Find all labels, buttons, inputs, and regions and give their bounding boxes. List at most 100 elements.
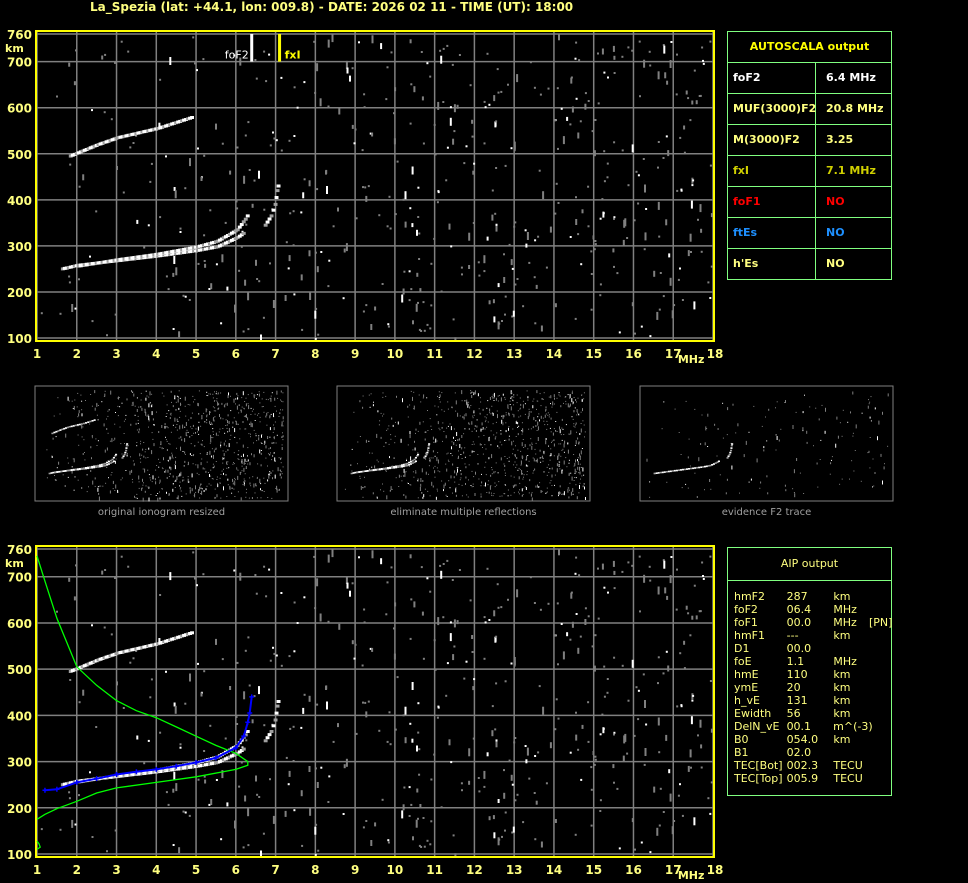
noise-dot (497, 283, 500, 288)
noise-dot (182, 810, 185, 813)
noise-dot (613, 216, 616, 219)
noise-dot (448, 223, 451, 230)
noise-dot (276, 485, 278, 490)
noise-dot (282, 439, 284, 441)
noise-dot (147, 739, 150, 742)
trace-o_upper (182, 247, 186, 251)
thumb-trace-o_lower (671, 470, 674, 472)
noise-dot (627, 699, 630, 702)
noise-dot (579, 482, 581, 484)
noise-dot (581, 724, 584, 729)
noise-dot (603, 150, 606, 153)
noise-dot (228, 428, 230, 432)
noise-dot (577, 461, 579, 465)
noise-dot (657, 201, 660, 210)
noise-dot (487, 421, 489, 423)
trace-o_upper (176, 249, 181, 252)
trace-o_upper (84, 263, 89, 267)
noise-dot (263, 724, 266, 727)
thumb-trace-o_lower (698, 466, 701, 469)
thumb-trace-o_upper (358, 471, 361, 473)
noise-dot (363, 106, 366, 109)
noise-dot (869, 467, 871, 469)
thumb-trace-o_lower (104, 464, 107, 467)
noise-dot (486, 426, 488, 428)
noise-dot (446, 146, 449, 149)
noise-dot (819, 459, 821, 460)
x-tick-label: 3 (112, 863, 120, 877)
noise-dot (365, 304, 368, 307)
noise-dot (409, 722, 412, 725)
noise-dot (512, 485, 514, 487)
noise-dot (249, 477, 251, 479)
noise-dot (449, 487, 451, 489)
trace-multiple (82, 664, 87, 668)
noise-dot (228, 392, 229, 396)
noise-dot (567, 394, 569, 396)
noise-dot (669, 793, 672, 802)
noise-dot (542, 417, 544, 419)
trace-o_lower (221, 242, 226, 246)
noise-dot (445, 494, 447, 496)
noise-dot (657, 656, 660, 659)
trace-o_lower (70, 780, 75, 784)
noise-dot (314, 91, 317, 94)
thumb-trace-o_upper (58, 471, 61, 473)
noise-dot (76, 406, 78, 408)
noise-dot (204, 779, 207, 784)
noise-dot (480, 495, 482, 498)
noise-dot (365, 195, 368, 202)
noise-dot (518, 476, 520, 480)
noise-dot (516, 402, 518, 404)
noise-dot (506, 458, 508, 459)
noise-dot (578, 59, 581, 62)
noise-dot (520, 415, 522, 417)
x-tick-label: 12 (466, 347, 483, 361)
noise-dot (203, 412, 205, 414)
noise-dot (159, 461, 161, 463)
noise-dot (868, 403, 870, 405)
noise-dot (239, 572, 242, 581)
noise-dot (250, 407, 252, 409)
noise-dot (56, 95, 58, 98)
noise-dot (569, 236, 572, 238)
noise-dot (440, 806, 443, 809)
noise-dot (126, 452, 128, 454)
trace-multiple (100, 141, 105, 145)
trace-o_upper (148, 253, 153, 257)
noise-dot (533, 417, 535, 421)
trace-multiple (96, 658, 101, 662)
noise-dot (532, 457, 534, 459)
noise-dot (868, 450, 870, 453)
thumb-trace-o_lower (704, 465, 707, 468)
noise-dot (404, 221, 407, 228)
noise-dot (455, 410, 457, 412)
noise-dot (258, 796, 261, 798)
noise-dot (243, 481, 244, 483)
noise-dot (434, 476, 436, 478)
noise-dot (253, 408, 254, 410)
noise-dot (382, 483, 383, 485)
noise-dot (700, 250, 703, 253)
trace-o_lower (182, 250, 186, 254)
noise-dot (185, 493, 187, 495)
noise-dot (206, 461, 208, 463)
noise-dot (531, 492, 533, 494)
noise-dot (580, 411, 582, 413)
noise-dot (215, 779, 218, 781)
noise-dot (270, 413, 272, 415)
trace-multiple (144, 129, 149, 133)
aip-row: TEC[Bot] 002.3 TECU (728, 759, 891, 772)
noise-dot (326, 701, 328, 710)
noise-dot (215, 638, 217, 645)
noise-dot (483, 785, 486, 788)
noise-dot (171, 401, 172, 403)
thumb-trace-o_upper (97, 464, 100, 467)
noise-dot (452, 654, 455, 661)
noise-dot (179, 425, 181, 430)
noise-dot (345, 243, 348, 252)
noise-dot (491, 454, 493, 459)
noise-dot (477, 777, 480, 779)
trace-multiple (80, 149, 85, 153)
trace-multiple (92, 660, 97, 664)
